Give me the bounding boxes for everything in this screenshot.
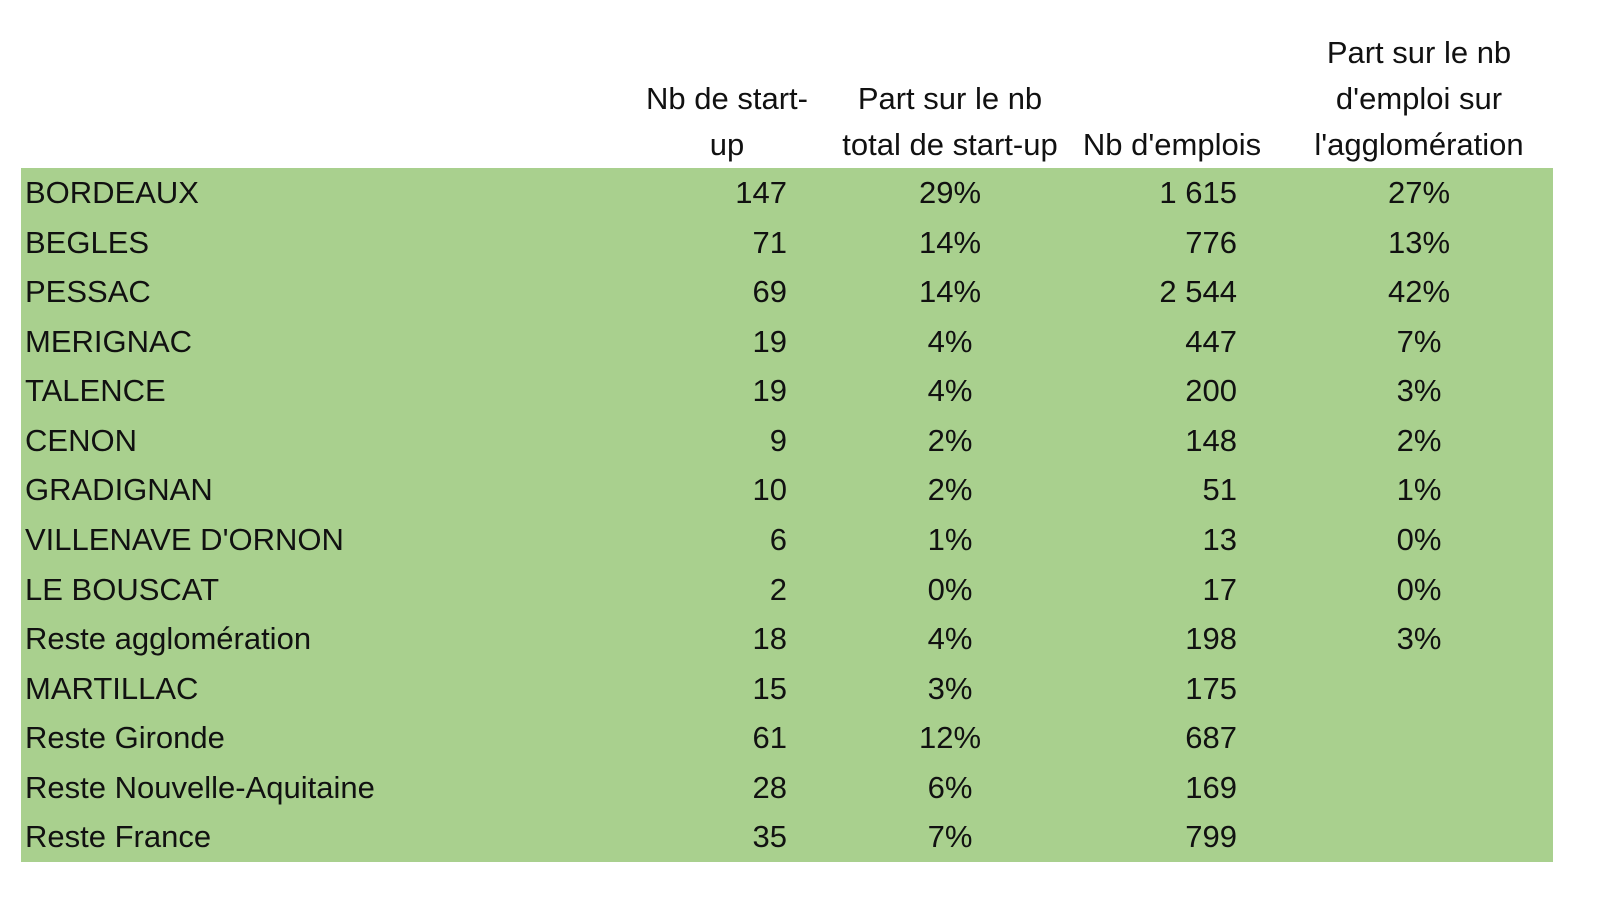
cell-value: 13% — [1387, 224, 1451, 260]
cell-value: 27% — [1387, 175, 1451, 210]
row-label: PESSAC — [25, 274, 151, 310]
row-label: MARTILLAC — [25, 670, 199, 706]
cell-value: 2% — [927, 422, 973, 458]
cell-value: 2 — [769, 571, 787, 607]
row-label: BORDEAUX — [25, 175, 199, 210]
cell-value: 17 — [1202, 571, 1237, 607]
cell-value: 61 — [752, 720, 787, 756]
cell-value: 15 — [752, 670, 787, 706]
cell-value: 799 — [1185, 819, 1237, 855]
cell-value: 42% — [1387, 274, 1451, 310]
cell-value: 35 — [752, 819, 787, 855]
cell-value: 2 544 — [1159, 274, 1237, 310]
row-label: Reste France — [25, 819, 212, 855]
row-label: CENON — [25, 422, 137, 458]
row-label: MERIGNAC — [25, 323, 193, 359]
row-label: LE BOUSCAT — [25, 571, 220, 607]
row-label: Reste agglomération — [25, 621, 312, 657]
cell-value: 3% — [1396, 373, 1442, 409]
cell-value: 198 — [1185, 621, 1237, 657]
cell-value: 18 — [752, 621, 787, 657]
cell-value: 19 — [752, 373, 787, 409]
cell-value: 9 — [769, 422, 787, 458]
cell-value: 1 615 — [1159, 175, 1237, 210]
cell-value: 169 — [1185, 769, 1237, 805]
cell-value: 0% — [1396, 571, 1442, 607]
row-label: Reste Gironde — [25, 720, 225, 756]
cell-value: 28 — [752, 769, 787, 805]
column-header: Nb de start-up — [646, 81, 808, 162]
cell-value: 175 — [1185, 670, 1237, 706]
cell-value: 4% — [927, 621, 973, 657]
cell-value: 51 — [1202, 472, 1237, 508]
cell-value: 7% — [1396, 323, 1442, 359]
cell-value: 1% — [1396, 472, 1442, 508]
row-label: TALENCE — [25, 373, 166, 409]
cell-value: 4% — [927, 373, 973, 409]
cell-value: 1% — [927, 521, 973, 557]
cell-value: 4% — [927, 323, 973, 359]
cell-value: 776 — [1185, 224, 1237, 260]
cell-value: 147 — [735, 175, 787, 210]
cell-value: 29% — [918, 175, 982, 210]
cell-value: 14% — [918, 224, 982, 260]
cell-value: 7% — [927, 819, 973, 855]
row-label: Reste Nouvelle-Aquitaine — [25, 769, 375, 805]
column-header: Part sur le nb total de start-up — [842, 81, 1058, 162]
table-body: BORDEAUX 147 29% 1 615 27% BEGLES 71 14% 776 13% P… — [21, 168, 1553, 862]
cell-value: 148 — [1185, 422, 1237, 458]
cell-value: 687 — [1185, 720, 1237, 756]
column-header: Part sur le nb d'emploi sur l'agglomérat… — [1314, 35, 1524, 162]
cell-value: 0% — [1396, 521, 1442, 557]
cell-value: 12% — [918, 720, 982, 756]
cell-value: 14% — [918, 274, 982, 310]
cell-value: 13 — [1202, 521, 1237, 557]
cell-value: 200 — [1185, 373, 1237, 409]
row-label: VILLENAVE D'ORNON — [25, 521, 344, 557]
cell-value: 3% — [1396, 621, 1442, 657]
row-label: GRADIGNAN — [25, 472, 213, 508]
cell-value: 6% — [927, 769, 973, 805]
cell-value: 19 — [752, 323, 787, 359]
cell-value: 3% — [927, 670, 973, 706]
cell-value: 10 — [752, 472, 787, 508]
cell-value: 0% — [927, 571, 973, 607]
column-header: Nb d'emplois — [1082, 127, 1262, 162]
row-label: BEGLES — [25, 224, 150, 260]
cell-value: 6 — [769, 521, 787, 557]
cell-value: 2% — [927, 472, 973, 508]
cell-value: 69 — [752, 274, 787, 310]
cell-value: 71 — [752, 224, 787, 260]
cell-value: 447 — [1185, 323, 1237, 359]
cell-value: 2% — [1396, 422, 1442, 458]
